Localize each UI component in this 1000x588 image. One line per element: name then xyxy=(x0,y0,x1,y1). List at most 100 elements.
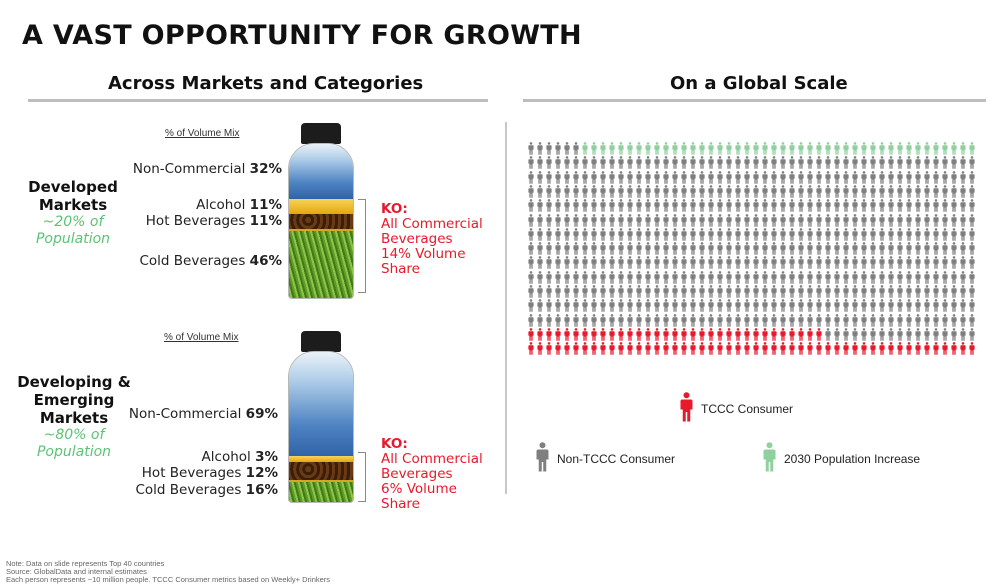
non-tccc-person-icon xyxy=(824,170,832,189)
developed-market-label: Developed Markets ~20% of Population xyxy=(18,178,128,248)
non-tccc-person-icon xyxy=(842,313,850,332)
non-tccc-person-icon xyxy=(572,270,580,289)
tccc-person-icon xyxy=(797,327,805,346)
non-tccc-person-icon xyxy=(644,270,652,289)
band-separator xyxy=(289,229,353,231)
tccc-person-icon xyxy=(689,327,697,346)
non-tccc-person-icon xyxy=(707,227,715,246)
non-tccc-person-icon xyxy=(635,184,643,203)
non-tccc-person-icon xyxy=(851,170,859,189)
non-tccc-person-icon xyxy=(860,213,868,232)
tccc-person-icon xyxy=(536,342,544,360)
non-tccc-person-icon xyxy=(617,184,625,203)
non-tccc-person-icon xyxy=(662,299,670,317)
non-tccc-person-icon xyxy=(626,242,634,260)
alcohol-band xyxy=(289,456,353,462)
non-tccc-person-icon xyxy=(581,184,589,203)
population-increase-person-icon xyxy=(887,142,895,160)
non-tccc-person-icon xyxy=(788,299,796,317)
non-tccc-person-icon xyxy=(554,285,562,303)
non-tccc-person-icon xyxy=(635,256,643,274)
non-tccc-person-icon xyxy=(896,170,904,189)
non-tccc-person-icon xyxy=(860,227,868,246)
non-tccc-person-icon xyxy=(563,227,571,246)
non-tccc-person-icon xyxy=(608,213,616,232)
non-tccc-person-icon xyxy=(671,285,679,303)
non-tccc-person-icon xyxy=(887,213,895,232)
non-tccc-person-icon xyxy=(743,313,751,332)
non-tccc-person-icon xyxy=(554,170,562,189)
non-tccc-person-icon xyxy=(842,199,850,217)
bottle-cap xyxy=(301,123,341,144)
population-increase-person-icon xyxy=(734,142,742,160)
category-label: Non-Commercial xyxy=(132,161,246,177)
non-tccc-person-icon xyxy=(599,285,607,303)
non-tccc-person-icon xyxy=(680,213,688,232)
non-tccc-person-icon xyxy=(959,313,967,332)
legend-non-tccc-label: Non-TCCC Consumer xyxy=(557,451,676,466)
non-tccc-person-icon xyxy=(689,227,697,246)
population-increase-person-icon xyxy=(941,142,949,160)
non-tccc-person-icon xyxy=(968,184,976,203)
non-tccc-person-icon xyxy=(635,270,643,289)
non-tccc-person-icon xyxy=(968,227,976,246)
non-tccc-person-icon xyxy=(689,156,697,174)
non-tccc-person-icon xyxy=(626,213,634,232)
non-tccc-person-icon xyxy=(815,156,823,174)
non-tccc-person-icon xyxy=(599,156,607,174)
tccc-person-icon xyxy=(635,342,643,360)
non-tccc-person-icon xyxy=(833,327,841,346)
non-tccc-person-icon xyxy=(716,256,724,274)
non-tccc-person-icon xyxy=(851,327,859,346)
non-tccc-person-icon xyxy=(536,313,544,332)
non-tccc-person-icon xyxy=(896,199,904,217)
non-tccc-person-icon xyxy=(554,213,562,232)
person-icon-red xyxy=(680,392,693,425)
non-tccc-person-icon xyxy=(707,313,715,332)
non-tccc-person-icon xyxy=(905,156,913,174)
developing-name-line1: Developing & xyxy=(17,373,131,391)
non-tccc-person-icon xyxy=(932,170,940,189)
non-tccc-person-icon xyxy=(572,142,580,160)
tccc-person-icon xyxy=(752,327,760,346)
non-tccc-person-icon xyxy=(905,299,913,317)
non-tccc-person-icon xyxy=(959,285,967,303)
non-tccc-person-icon xyxy=(887,256,895,274)
non-tccc-person-icon xyxy=(617,313,625,332)
non-tccc-person-icon xyxy=(527,256,535,274)
non-tccc-person-icon xyxy=(689,199,697,217)
ko-line: Share xyxy=(381,261,420,277)
non-tccc-person-icon xyxy=(950,327,958,346)
tccc-person-icon xyxy=(707,342,715,360)
non-tccc-person-icon xyxy=(878,184,886,203)
non-tccc-person-icon xyxy=(815,213,823,232)
non-tccc-person-icon xyxy=(599,199,607,217)
bottle-body xyxy=(288,351,354,503)
non-tccc-person-icon xyxy=(617,227,625,246)
non-tccc-person-icon xyxy=(653,242,661,260)
non-tccc-person-icon xyxy=(743,199,751,217)
non-tccc-person-icon xyxy=(563,242,571,260)
non-tccc-person-icon xyxy=(635,156,643,174)
non-tccc-person-icon xyxy=(815,299,823,317)
non-tccc-person-icon xyxy=(608,313,616,332)
non-tccc-person-icon xyxy=(725,270,733,289)
tccc-person-icon xyxy=(536,327,544,346)
non-tccc-person-icon xyxy=(671,227,679,246)
tccc-person-icon xyxy=(671,327,679,346)
non-tccc-person-icon xyxy=(545,184,553,203)
non-tccc-person-icon xyxy=(932,184,940,203)
non-tccc-person-icon xyxy=(968,242,976,260)
non-tccc-person-icon xyxy=(959,227,967,246)
tccc-person-icon xyxy=(734,327,742,346)
non-tccc-person-icon xyxy=(590,285,598,303)
population-increase-person-icon xyxy=(635,142,643,160)
non-tccc-person-icon xyxy=(545,313,553,332)
non-tccc-person-icon xyxy=(797,156,805,174)
non-tccc-person-icon xyxy=(680,184,688,203)
non-tccc-person-icon xyxy=(833,285,841,303)
non-tccc-person-icon xyxy=(644,199,652,217)
non-tccc-person-icon xyxy=(572,299,580,317)
non-tccc-person-icon xyxy=(527,313,535,332)
non-tccc-person-icon xyxy=(941,156,949,174)
